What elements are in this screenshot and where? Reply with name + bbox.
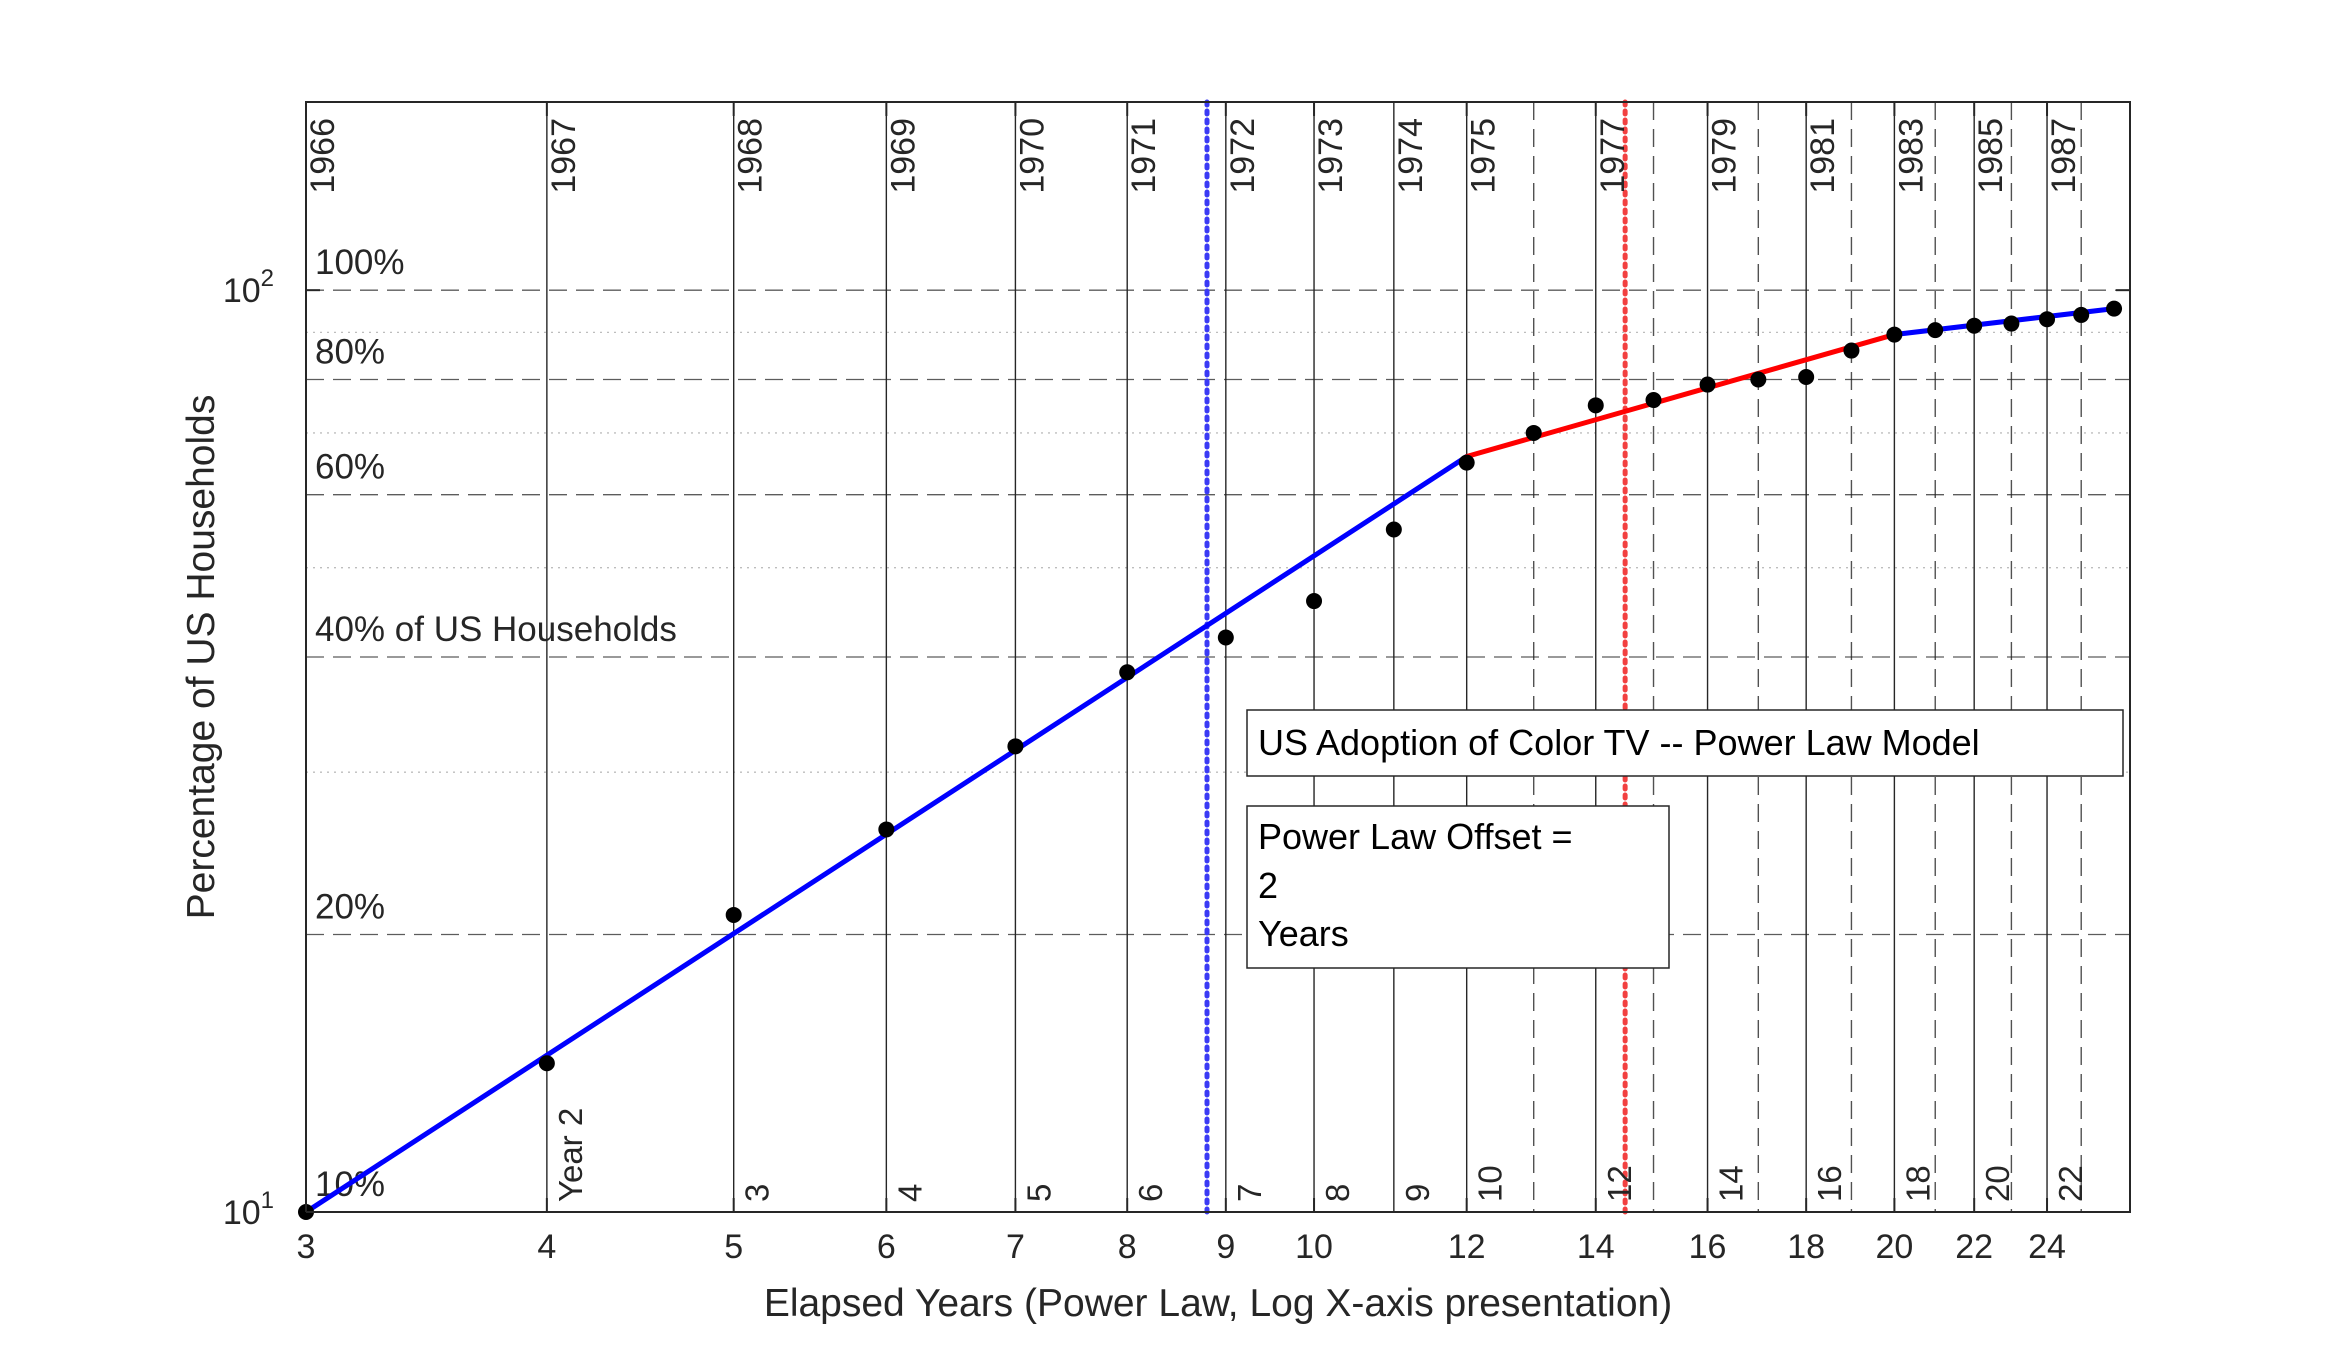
elapsed-year-label: 22 xyxy=(2052,1165,2089,1202)
data-point xyxy=(1645,392,1662,409)
vertical-markers xyxy=(1204,99,1628,1215)
data-point xyxy=(1007,738,1024,755)
elapsed-year-label: Year 2 xyxy=(552,1108,589,1202)
offset-annotation-box: Power Law Offset = 2 Years xyxy=(1246,805,1670,969)
elapsed-year-label: 4 xyxy=(891,1184,928,1202)
year-labels: 1966 1967 1968 1969 1970 1971 1972 1973 1974 1975… xyxy=(304,118,2083,194)
x-tick-label: 7 xyxy=(1006,1228,1025,1266)
elapsed-year-label: 16 xyxy=(1811,1165,1848,1202)
elapsed-year-label: 3 xyxy=(739,1184,776,1202)
data-point xyxy=(1699,376,1716,393)
year-label: 1975 xyxy=(1465,118,1503,194)
percent-label: 60% xyxy=(315,448,385,487)
elapsed-year-label: 6 xyxy=(1132,1184,1169,1202)
year-label: 1966 xyxy=(304,118,342,194)
data-point xyxy=(1587,397,1604,414)
data-point xyxy=(1217,629,1234,646)
data-point xyxy=(1458,454,1475,471)
x-tick-label: 10 xyxy=(1295,1228,1333,1266)
year-label: 1983 xyxy=(1892,118,1930,194)
x-tick-label: 4 xyxy=(537,1228,556,1266)
offset-box-line-1: Power Law Offset = xyxy=(1258,816,1573,857)
x-tick-label: 6 xyxy=(877,1228,896,1266)
data-point xyxy=(878,821,895,838)
elapsed-year-label: 10 xyxy=(1472,1165,1509,1202)
data-point xyxy=(2106,300,2123,317)
plot-area-frame xyxy=(305,101,2131,1213)
year-label: 1977 xyxy=(1594,118,1632,194)
year-label: 1972 xyxy=(1224,118,1262,194)
data-point xyxy=(1886,326,1903,343)
elapsed-year-label: 12 xyxy=(1601,1165,1638,1202)
data-point xyxy=(1385,521,1402,538)
offset-box-line-3: Years xyxy=(1258,913,1349,954)
percent-label: 100% xyxy=(315,243,405,282)
offset-box-line-2: 2 xyxy=(1258,865,1278,906)
x-tick-label: 16 xyxy=(1689,1228,1727,1266)
elapsed-year-label: 5 xyxy=(1020,1184,1057,1202)
x-tick-label: 3 xyxy=(297,1228,316,1266)
y-axis-title: Percentage of US Households xyxy=(180,395,223,920)
year-label: 1973 xyxy=(1312,118,1350,194)
percent-label: 20% xyxy=(315,888,385,927)
y-tick-label: 102 xyxy=(223,265,274,310)
x-axis-title: Elapsed Years (Power Law, Log X-axis pre… xyxy=(764,1282,1672,1325)
year-label: 1968 xyxy=(732,118,770,194)
x-tick-label: 24 xyxy=(2028,1228,2066,1266)
year-label: 1970 xyxy=(1013,118,1051,194)
data-point xyxy=(1306,593,1323,610)
year-label: 1987 xyxy=(2045,118,2083,194)
data-point xyxy=(1525,424,1542,441)
x-tick-label: 12 xyxy=(1448,1228,1486,1266)
elapsed-year-labels: Year 2 3 4 5 6 7 8 9 10 12 14 16 18 20 22 xyxy=(552,1108,2089,1202)
data-point xyxy=(1750,371,1767,388)
x-tick-label: 18 xyxy=(1787,1228,1825,1266)
data-point xyxy=(1119,664,1136,681)
year-label: 1971 xyxy=(1125,118,1163,194)
data-point xyxy=(725,906,742,923)
x-tick-label: 8 xyxy=(1118,1228,1137,1266)
title-box-frame xyxy=(1246,709,2124,777)
elapsed-year-label: 7 xyxy=(1231,1184,1268,1202)
x-tick-label: 22 xyxy=(1955,1228,1993,1266)
data-point xyxy=(1927,322,1944,339)
title-annotation-box: US Adoption of Color TV -- Power Law Mod… xyxy=(1246,709,2124,777)
percent-label: 80% xyxy=(315,333,385,372)
elapsed-year-label: 8 xyxy=(1319,1184,1356,1202)
x-tick-label: 14 xyxy=(1577,1228,1615,1266)
elapsed-year-label: 18 xyxy=(1899,1165,1936,1202)
x-tick-label: 9 xyxy=(1216,1228,1235,1266)
data-point xyxy=(2039,311,2056,328)
data-point xyxy=(2073,306,2090,323)
x-axis: 3 4 5 6 7 8 9 10 12 14 16 18 20 22 24 xyxy=(297,102,2066,1266)
title-box-text: US Adoption of Color TV -- Power Law Mod… xyxy=(1258,722,1980,763)
elapsed-year-label: 14 xyxy=(1713,1165,1750,1202)
data-points xyxy=(298,300,2123,1220)
data-point xyxy=(1798,369,1815,386)
data-point xyxy=(1966,317,1983,334)
year-label: 1979 xyxy=(1706,118,1744,194)
data-point xyxy=(2003,315,2020,332)
elapsed-year-label: 9 xyxy=(1399,1184,1436,1202)
offset-box-frame xyxy=(1246,805,1670,969)
year-label: 1981 xyxy=(1804,118,1842,194)
data-point xyxy=(1843,342,1860,359)
year-label: 1969 xyxy=(884,118,922,194)
x-tick-label: 20 xyxy=(1875,1228,1913,1266)
x-tick-label: 5 xyxy=(724,1228,743,1266)
year-gridlines xyxy=(305,102,2082,1212)
year-label: 1974 xyxy=(1392,118,1430,194)
y-tick-label: 101 xyxy=(223,1187,274,1232)
percent-label: 40% of US Households xyxy=(315,610,677,649)
year-label: 1985 xyxy=(1972,118,2010,194)
elapsed-year-label: 20 xyxy=(1979,1165,2016,1202)
year-label: 1967 xyxy=(545,118,583,194)
data-point xyxy=(538,1055,555,1072)
